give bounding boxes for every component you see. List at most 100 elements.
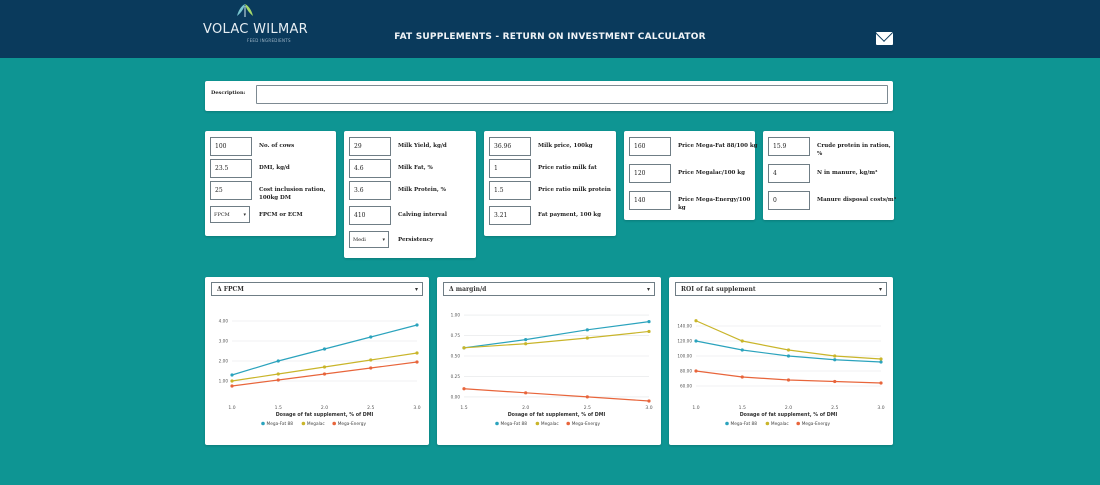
- value-input[interactable]: 0: [768, 191, 810, 210]
- legend-entry: Mega-Fat 88: [267, 421, 294, 427]
- app-header: VOLAC WILMAR FEED INGREDIENTS FAT SUPPLE…: [0, 0, 1100, 58]
- legend-marker: [566, 421, 570, 426]
- x-tick-label: 2.0: [522, 405, 529, 411]
- y-tick-label: 3.00: [219, 339, 229, 344]
- select-value: Medi: [353, 237, 366, 243]
- data-point: [585, 328, 589, 332]
- value-input[interactable]: 3.21: [489, 206, 531, 225]
- x-tick-label: 2.0: [785, 405, 792, 411]
- select-value: FPCM: [214, 212, 230, 218]
- description-card: Description:: [205, 81, 893, 111]
- x-tick-label: 2.5: [831, 405, 838, 411]
- y-tick-label: 140.00: [677, 324, 692, 329]
- value-input[interactable]: 15.9: [768, 137, 810, 156]
- field-label: Price Megalac/100 kg: [678, 170, 745, 176]
- y-tick-label: 100.00: [677, 354, 692, 359]
- legend-marker: [301, 421, 306, 426]
- data-point: [322, 372, 327, 376]
- chart-metric-select[interactable]: Δ margin/d ▾: [443, 282, 655, 296]
- field-label: Price Mega-Fat 88/100 kg: [678, 143, 758, 149]
- data-point: [462, 346, 466, 350]
- brand-logo: VOLAC WILMAR FEED INGREDIENTS: [203, 4, 308, 43]
- input-group-3: 36.96 Milk price, 100kg 1 Price ratio milk …: [484, 131, 616, 236]
- data-point: [415, 323, 419, 327]
- x-axis-label: Dosage of fat supplement, % of DMI: [508, 412, 606, 418]
- y-tick-label: 2.00: [219, 359, 229, 364]
- series-line: [463, 330, 650, 349]
- y-tick-label: 0.25: [451, 374, 461, 379]
- y-tick-label: 0.75: [451, 333, 461, 338]
- value-input[interactable]: 160: [629, 137, 671, 156]
- value-input[interactable]: 1: [489, 159, 531, 178]
- value-input[interactable]: 4: [768, 164, 810, 183]
- chevron-down-icon: ▾: [414, 286, 418, 293]
- data-point: [462, 387, 466, 391]
- data-point: [276, 359, 280, 363]
- legend-entry: Megalac: [307, 421, 326, 427]
- data-point: [833, 358, 837, 362]
- data-point: [585, 336, 589, 340]
- value-input[interactable]: 4.6: [349, 159, 391, 178]
- input-group-1: 100 No. of cows 23.5 DMI, kg/d 25 Cost inclus…: [205, 131, 336, 236]
- legend-marker: [495, 421, 499, 426]
- data-point: [786, 348, 791, 352]
- data-point: [694, 369, 698, 373]
- legend-marker: [765, 421, 770, 426]
- field-label: Milk Fat, %: [398, 165, 433, 171]
- legend-entry: Megalac: [771, 421, 790, 427]
- x-axis-label: Dosage of fat supplement, % of DMI: [740, 412, 838, 418]
- data-point: [369, 358, 373, 362]
- data-point: [879, 381, 883, 385]
- chevron-down-icon: ▾: [243, 212, 246, 218]
- chevron-down-icon: ▾: [878, 286, 882, 293]
- value-input[interactable]: 29: [349, 137, 391, 156]
- x-tick-label: 3.0: [877, 405, 884, 411]
- chart-metric-select[interactable]: ROI of fat supplement ▾: [675, 282, 887, 296]
- field-label: Price Mega-Energy/100 kg: [678, 197, 751, 211]
- data-point: [647, 399, 651, 403]
- data-point: [230, 379, 234, 383]
- chevron-down-icon: ▾: [646, 286, 650, 293]
- x-tick-label: 1.0: [228, 405, 235, 411]
- field-label: Price ratio milk protein: [538, 187, 611, 193]
- logo-subtitle: FEED INGREDIENTS: [247, 38, 291, 43]
- legend-marker: [796, 421, 800, 426]
- data-point: [740, 375, 744, 379]
- data-point: [322, 347, 327, 351]
- legend-entry: Mega-Energy: [338, 421, 367, 427]
- mail-icon[interactable]: [876, 32, 893, 45]
- value-input[interactable]: 36.96: [489, 137, 531, 156]
- data-point: [524, 338, 528, 342]
- value-input[interactable]: 25: [210, 181, 252, 200]
- description-input[interactable]: [256, 85, 888, 104]
- option-select[interactable]: Medi ▾: [349, 231, 389, 248]
- data-point: [694, 339, 698, 343]
- legend-marker: [332, 421, 336, 426]
- field-label: Milk price, 100kg: [538, 143, 593, 149]
- chart-metric-label: Δ FPCM: [217, 286, 244, 293]
- chart-card-roi: ROI of fat supplement ▾ 60.00 80.00 100.00…: [669, 277, 893, 445]
- roi-chart: 60.00 80.00 100.00 120.00 140.00 1.0 1.5 2.0 2.5…: [677, 319, 885, 427]
- data-point: [322, 365, 327, 369]
- value-input[interactable]: 23.5: [210, 159, 252, 178]
- legend-marker: [261, 421, 265, 426]
- chart-metric-select[interactable]: Δ FPCM ▾: [211, 282, 423, 296]
- value-input[interactable]: 3.6: [349, 181, 391, 200]
- data-point: [647, 329, 651, 334]
- y-tick-label: 4.00: [219, 319, 229, 324]
- value-input[interactable]: 410: [349, 206, 391, 225]
- option-select[interactable]: FPCM ▾: [210, 206, 250, 223]
- legend-entry: Mega-Fat 88: [501, 421, 528, 427]
- x-tick-label: 1.5: [275, 405, 282, 411]
- data-point: [647, 320, 651, 324]
- value-input[interactable]: 100: [210, 137, 252, 156]
- data-point: [740, 339, 744, 343]
- value-input[interactable]: 120: [629, 164, 671, 183]
- legend-entry: Mega-Energy: [802, 421, 831, 427]
- y-tick-label: 0.00: [451, 394, 461, 399]
- value-input[interactable]: 1.5: [489, 181, 531, 200]
- legend-marker: [725, 421, 729, 426]
- x-tick-label: 2.5: [367, 405, 374, 411]
- y-tick-label: 120.00: [677, 339, 692, 344]
- value-input[interactable]: 140: [629, 191, 671, 210]
